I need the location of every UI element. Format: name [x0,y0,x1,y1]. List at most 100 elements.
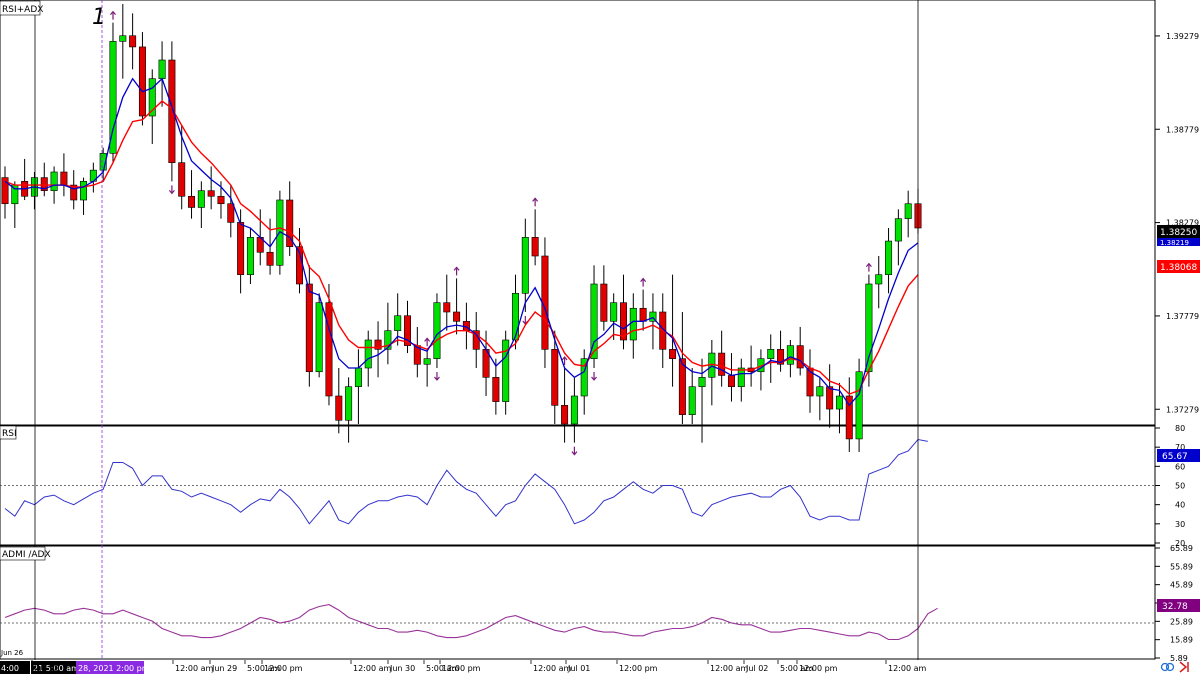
candle [246,228,254,284]
candle-body [325,302,333,397]
annotation-marker: 1 [92,5,106,30]
rsi-tick-label: 50 [1175,482,1185,491]
candle [129,13,137,70]
candle [148,69,156,144]
link-icon[interactable] [1160,662,1175,672]
candle-body [158,59,166,79]
main-pane-label: RSI+ADX [2,5,43,15]
sell-arrow-icon [571,446,578,456]
time-tick-label: 12:00 am [533,664,572,673]
candle-body [551,349,559,406]
candle-body [315,302,323,373]
fast-ma-label: 1.38219 [1160,239,1189,247]
candle-body [178,162,186,197]
time-tick-label: 12:00 am [353,664,392,673]
candle [718,330,726,387]
candle-body [286,199,294,247]
candle-body [305,283,313,373]
time-tick-label: Jul 02 [745,664,768,673]
candle-body [60,171,68,186]
candle-body [737,367,745,387]
rsi-pane-label: RSI [2,429,17,439]
buy-arrow-icon [453,266,460,276]
adx-pane-frame [0,545,1156,660]
candle-body [590,283,598,359]
candle-body [669,349,677,359]
price-tick-label: 1.38279 [1166,219,1199,228]
current-price-label: 1.38250 [1160,228,1197,238]
cursor-time-badge [31,661,76,674]
adx-tick-label: 65.89 [1170,544,1193,553]
buy-arrow-icon [561,356,568,365]
time-tick-label: 5:00 am [780,664,813,673]
time-tick-label: Jul 01 [567,664,590,673]
candle [178,125,186,210]
grid-layer [0,485,1155,624]
slow-ma-label: 1.38068 [1160,263,1197,273]
rsi-tick-label: 60 [1175,462,1185,471]
candle-body [639,307,647,322]
time-tick-label: 12:00 pm [619,664,658,673]
candle [70,170,78,210]
candle [688,368,696,424]
candle [384,302,392,365]
cursor-time-label: 21 5:00 am [33,664,79,673]
scroll-to-end-icon[interactable] [1179,661,1189,673]
candle-body [404,315,411,346]
candle-body [570,395,578,425]
candle [678,312,686,424]
candle [345,377,353,443]
time-tick-label: 12:00 pm [264,664,303,673]
time-tick-label: 12:00 pm [442,664,481,673]
rsi-tick-label: 20 [1175,539,1185,548]
candle [561,368,569,443]
candle-body [845,395,853,440]
candle [40,162,48,197]
axis-ticks-layer: 1.392791.387791.382791.377791.3727980706… [1155,32,1199,663]
candle-body [619,302,627,341]
candle-body [433,302,441,359]
date-fragment-label: Jun 26 [0,649,24,657]
time-tick-label: 5:00 am [247,664,280,673]
candle-body [629,307,637,341]
candle [325,284,333,406]
rsi-tick-label: 80 [1175,424,1185,433]
time-tick-label: 12:00 am [888,664,927,673]
candle-body [610,302,618,322]
candle-body [217,195,225,205]
candle-body [580,358,588,397]
candle [610,293,618,340]
candle-body [227,203,235,223]
rsi-line [4,438,928,525]
candle [570,377,578,443]
rsi-pane-label-box [0,425,17,440]
candle [188,170,196,219]
left-time-badge [0,661,30,674]
candle-body [600,283,608,322]
price-tick-label: 1.37779 [1166,312,1199,321]
candle [767,334,775,383]
candle [885,228,893,294]
candle-body [875,274,883,285]
sell-arrow-icon [433,372,440,381]
candle-body [777,349,785,365]
candle-body [197,190,205,208]
time-tick-label: 12:00 am [175,664,214,673]
candle-body [718,352,726,376]
candle [443,274,451,331]
candle [492,358,500,415]
candle [826,364,834,428]
candle [531,209,539,266]
candle-body [698,377,706,387]
candle [649,293,657,350]
candle-body [207,190,215,197]
time-tick-label: 12:00 pm [799,664,838,673]
candle [600,265,608,331]
candle-body [521,237,529,294]
candle [580,349,588,415]
candle-body [384,330,392,350]
candle-body [649,311,657,322]
candle-body [826,386,834,410]
adx-tick-label: 25.89 [1170,617,1193,626]
